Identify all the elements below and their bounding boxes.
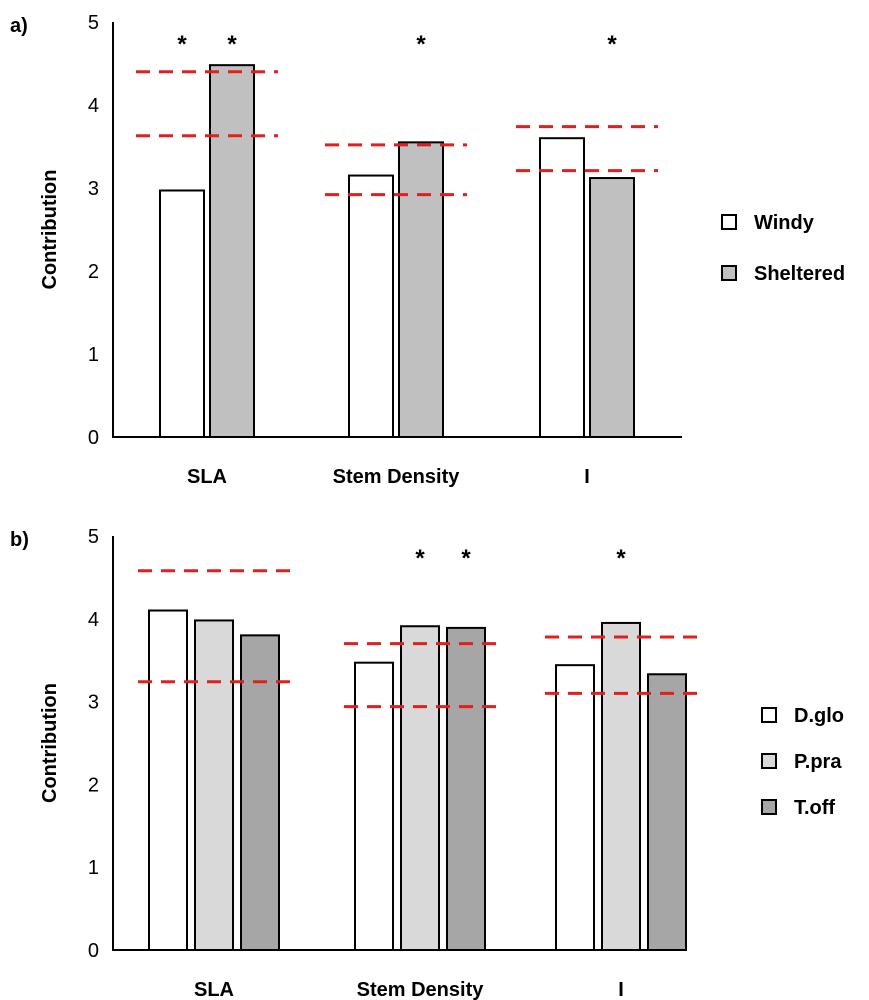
panel-label: a) [10,15,28,37]
y-tick-label: 5 [88,526,99,548]
x-category-label-stem-density: Stem Density [333,466,461,488]
chart-panel-a: a) Contribution 0 1 2 3 4 5 * * SLA * Stem Density * I… [10,12,845,488]
y-tick-label: 2 [88,774,99,796]
y-tick-label: 2 [88,261,99,283]
significance-mark-stem-density-sheltered: * [416,31,426,58]
y-axis-title: Contribution [39,683,61,803]
x-category-label-i: I [584,466,590,488]
legend-label-t-off: T.off [794,797,835,819]
y-tick-label: 4 [88,95,99,117]
significance-mark-sla-sheltered: * [227,31,237,58]
bar-sla-p-pra [194,619,234,951]
panel-label: b) [10,529,29,551]
x-category-label-stem-density: Stem Density [357,979,485,1000]
bar-sla-windy [159,189,205,438]
significance-mark-stem-density-p-pra: * [415,545,425,572]
y-tick-label: 1 [88,344,99,366]
significance-mark-i-p-pra: * [616,545,626,572]
y-tick-label: 0 [88,427,99,449]
bar-sla-t-off [240,634,280,951]
x-category-label-i: I [618,979,624,1000]
bar-i-p-pra [601,621,641,951]
legend-label-sheltered: Sheltered [754,263,845,285]
bar-stem-density-windy [348,174,394,439]
legend-swatch-p-pra [761,753,777,769]
bar-sla-d-glo [148,609,188,952]
significance-mark-i-sheltered: * [607,31,617,58]
y-tick-label: 3 [88,178,99,200]
legend-label-windy: Windy [754,212,815,234]
y-axis-title: Contribution [39,170,61,290]
bar-stem-density-sheltered [398,141,444,438]
y-tick-label: 5 [88,12,99,34]
significance-mark-stem-density-t-off: * [461,545,471,572]
legend: Windy Sheltered [721,212,845,285]
bar-stem-density-t-off [446,626,486,952]
y-tick-label: 1 [88,857,99,879]
bar-i-sheltered [589,177,635,438]
significance-mark-sla-windy: * [177,31,187,58]
bar-i-windy [539,137,585,438]
y-tick-label: 3 [88,692,99,714]
legend-swatch-t-off [761,799,777,815]
y-tick-label: 4 [88,609,99,631]
y-tick-label: 0 [88,940,99,962]
legend: D.glo P.pra T.off [761,705,844,819]
x-category-label-sla: SLA [187,466,227,488]
chart-panel-b: b) Contribution 0 1 2 3 4 5 SLA * * Stem Density * I D… [10,526,844,1000]
bar-stem-density-d-glo [354,661,394,952]
x-category-label-sla: SLA [194,979,234,1000]
legend-swatch-windy [721,214,737,230]
bar-stem-density-p-pra [400,625,440,951]
bar-i-d-glo [555,664,595,952]
legend-label-p-pra: P.pra [794,751,842,773]
legend-swatch-sheltered [721,265,737,281]
bar-i-t-off [647,673,687,951]
bar-sla-sheltered [209,64,255,438]
legend-swatch-d-glo [761,707,777,723]
legend-label-d-glo: D.glo [794,705,844,727]
